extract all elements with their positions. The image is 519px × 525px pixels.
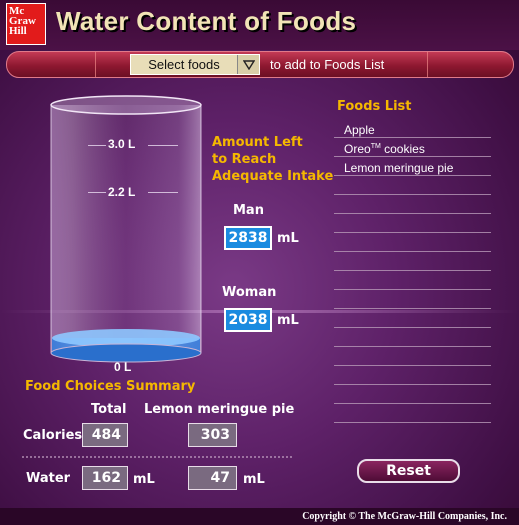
heading-line: Amount Left — [212, 135, 303, 150]
foods-list-title: Foods List — [337, 99, 412, 114]
foods-list-rule — [334, 232, 491, 233]
foods-list-rule — [334, 403, 491, 404]
scale-tick — [88, 192, 106, 193]
row-label-water: Water — [26, 471, 71, 486]
water-cylinder — [50, 95, 202, 363]
list-item[interactable]: Apple — [344, 123, 375, 137]
add-to-list-text: to add to Foods List — [270, 57, 385, 72]
toolbar — [6, 51, 514, 78]
copyright: Copyright © The McGraw-Hill Companies, I… — [302, 511, 507, 522]
man-value: 2838 — [224, 226, 272, 250]
select-foods-label: Select foods — [148, 57, 220, 72]
scale-tick — [148, 145, 178, 146]
foods-list-rule — [334, 346, 491, 347]
foods-list-rule — [334, 327, 491, 328]
calories-food: 303 — [188, 423, 237, 447]
list-item[interactable]: OreoTM cookies — [344, 142, 425, 156]
man-label: Man — [233, 203, 264, 218]
woman-value: 2038 — [224, 308, 272, 332]
foods-list-rule — [334, 308, 491, 309]
foods-list-rule — [334, 365, 491, 366]
foods-list-rule — [334, 175, 491, 176]
heading-line: to Reach — [212, 152, 277, 167]
row-label-calories: Calories — [23, 428, 83, 443]
logo-line: Hill — [9, 25, 27, 37]
amount-left-heading: Amount Left to Reach Adequate Intake — [212, 134, 333, 185]
foods-list-rule — [334, 213, 491, 214]
logo-line: Graw — [9, 15, 36, 27]
summary-divider — [22, 456, 292, 458]
water-total-unit: mL — [133, 472, 155, 487]
water-food: 47 — [188, 466, 237, 490]
foods-list-rule — [334, 156, 491, 157]
foods-list-rule — [334, 194, 491, 195]
foods-list-rule — [334, 137, 491, 138]
water-total: 162 — [82, 466, 128, 490]
woman-label: Woman — [222, 285, 277, 300]
footer — [0, 508, 519, 525]
foods-list-rule — [334, 289, 491, 290]
reset-button[interactable]: Reset — [357, 459, 460, 483]
header: Mc Graw Hill Water Content of Foods — [0, 0, 519, 50]
man-unit: mL — [277, 231, 299, 246]
list-item[interactable]: Lemon meringue pie — [344, 161, 454, 175]
food-name: Oreo — [344, 142, 371, 156]
water-food-unit: mL — [243, 472, 265, 487]
col-header-total: Total — [91, 402, 127, 417]
foods-list-rule — [334, 384, 491, 385]
col-header-food: Lemon meringue pie — [144, 402, 295, 417]
mcgraw-hill-logo: Mc Graw Hill — [6, 3, 46, 45]
foods-list-rule — [334, 270, 491, 271]
page-title: Water Content of Foods — [56, 6, 357, 36]
chevron-down-icon[interactable] — [237, 55, 259, 74]
scale-label-2-2l: 2.2 L — [108, 185, 136, 199]
scale-tick — [88, 145, 106, 146]
summary-title: Food Choices Summary — [25, 379, 196, 394]
foods-list-rule — [334, 251, 491, 252]
toolbar-divider — [95, 52, 96, 77]
food-name-suffix: cookies — [380, 142, 425, 156]
scale-label-3l: 3.0 L — [108, 137, 136, 151]
foods-list-rule — [334, 422, 491, 423]
logo-line: Mc — [9, 5, 25, 17]
scale-tick — [148, 192, 178, 193]
scale-label-0l: 0 L — [114, 360, 132, 374]
select-foods-dropdown[interactable]: Select foods — [130, 54, 260, 75]
woman-unit: mL — [277, 313, 299, 328]
toolbar-divider — [427, 52, 428, 77]
calories-total: 484 — [82, 423, 128, 447]
heading-line: Adequate Intake — [212, 169, 334, 184]
trademark-sup: TM — [370, 143, 381, 150]
